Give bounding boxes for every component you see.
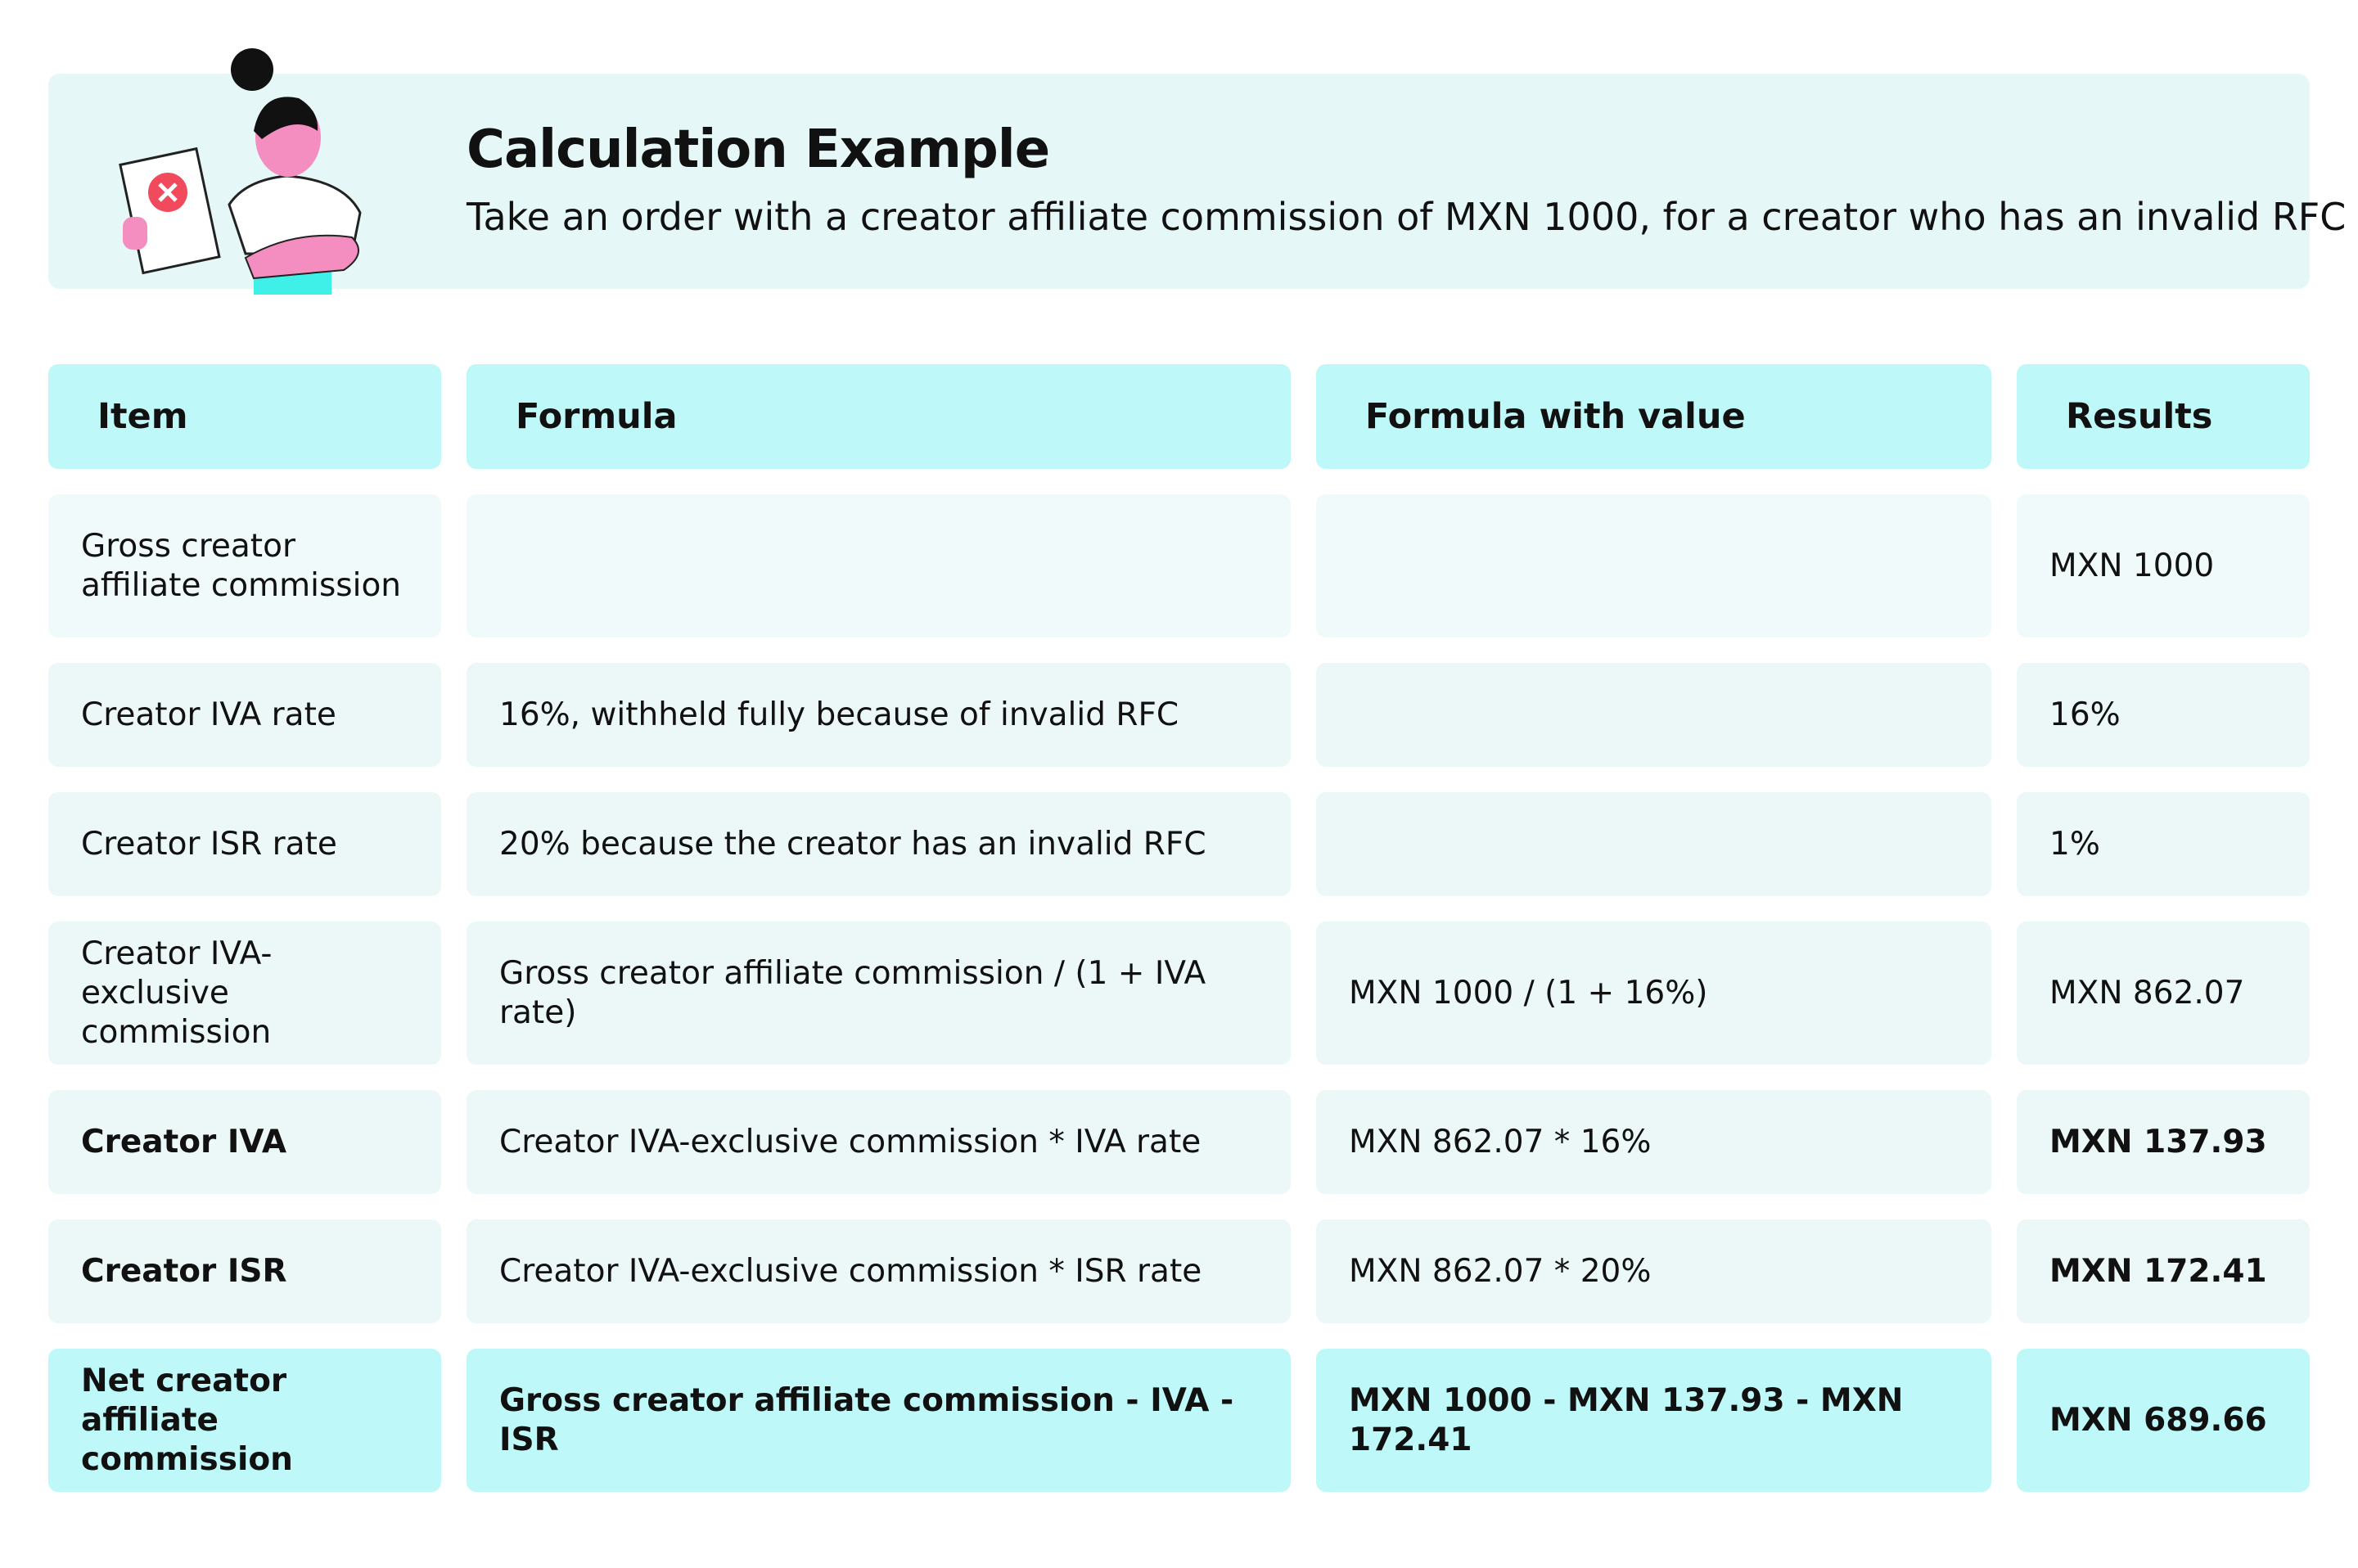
table-cell: Gross creator affiliate commission / (1 …	[467, 921, 1291, 1065]
table-cell: 20% because the creator has an invalid R…	[467, 792, 1291, 896]
table-cell	[1316, 494, 1991, 638]
table-cell	[1316, 792, 1991, 896]
column-header: Formula with value	[1316, 364, 1991, 469]
table-cell: 1%	[2017, 792, 2310, 896]
table-cell: Creator ISR	[48, 1219, 441, 1323]
table-cell: MXN 862.07 * 20%	[1316, 1219, 1991, 1323]
column-header: Item	[48, 364, 441, 469]
table-cell: Net creator affiliate commission	[48, 1349, 441, 1492]
table-cell	[1316, 663, 1991, 767]
table-cell: Creator IVA rate	[48, 663, 441, 767]
table-cell: MXN 862.07	[2017, 921, 2310, 1065]
title: Calculation Example	[467, 119, 1050, 180]
illustration	[119, 48, 362, 295]
table-cell: MXN 1000 / (1 + 16%)	[1316, 921, 1991, 1065]
subtitle: Take an order with a creator affiliate c…	[467, 195, 2347, 239]
table-cell: MXN 172.41	[2017, 1219, 2310, 1323]
column-header: Results	[2017, 364, 2310, 469]
table: Item Formula Formula with value Results Gros…	[48, 364, 2310, 1492]
table-cell: Creator IVA-exclusive commission	[48, 921, 441, 1065]
table-cell: MXN 1000	[2017, 494, 2310, 638]
table-cell: Creator IVA-exclusive commission * ISR r…	[467, 1219, 1291, 1323]
table-cell: Creator IVA	[48, 1090, 441, 1194]
table-cell: Creator ISR rate	[48, 792, 441, 896]
table-cell: MXN 137.93	[2017, 1090, 2310, 1194]
table-cell: Creator IVA-exclusive commission * IVA r…	[467, 1090, 1291, 1194]
table-cell: MXN 1000 - MXN 137.93 - MXN 172.41	[1316, 1349, 1991, 1492]
header-banner	[48, 74, 2310, 289]
table-cell: 16%	[2017, 663, 2310, 767]
table-cell: MXN 862.07 * 16%	[1316, 1090, 1991, 1194]
table-cell: Gross creator affiliate commission - IVA…	[467, 1349, 1291, 1492]
column-header: Formula	[467, 364, 1291, 469]
table-cell	[467, 494, 1291, 638]
table-cell: 16%, withheld fully because of invalid R…	[467, 663, 1291, 767]
table-cell: MXN 689.66	[2017, 1349, 2310, 1492]
table-cell: Gross creator affiliate commission	[48, 494, 441, 638]
